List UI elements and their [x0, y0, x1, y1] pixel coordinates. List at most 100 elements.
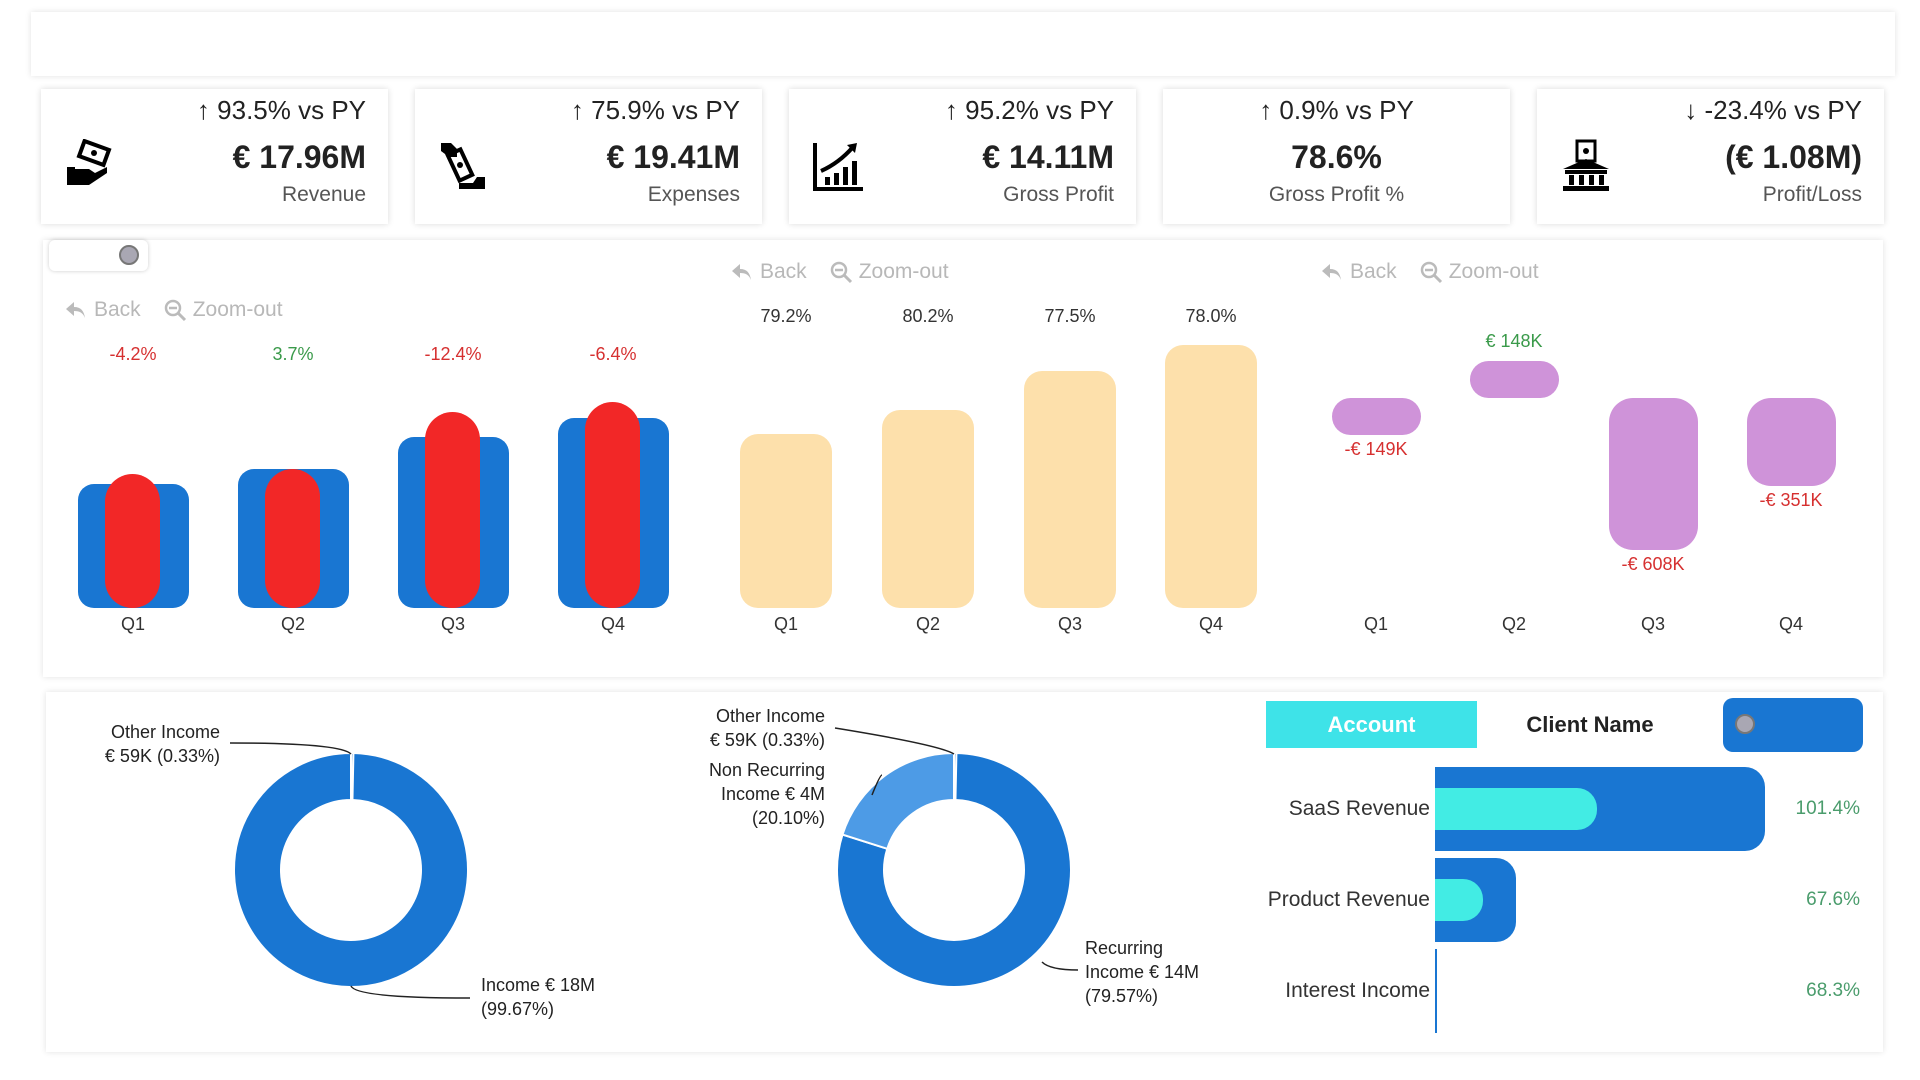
gross-margin-label: 77.5% [1044, 306, 1096, 326]
variance-label: -6.4% [589, 344, 637, 364]
label-line: (99.67%) [481, 999, 555, 1019]
profit-label: -€ 608K [1621, 554, 1685, 574]
axis-label: Q4 [1778, 614, 1804, 634]
leader-line [229, 742, 352, 755]
kpi-value: 78.6% [1291, 139, 1382, 175]
label-line: Other Income [110, 722, 220, 742]
kpi-card-profit-loss: ↓ -23.4% vs PY (€ 1.08M) Profit/Loss [1537, 89, 1884, 224]
kpi-trend: ↑ 75.9% vs PY [570, 95, 740, 125]
label-line: Recurring [1085, 938, 1164, 958]
kpi-trend: ↑ 93.5% vs PY [196, 95, 366, 125]
bar-gross-profit-Q2[interactable] [882, 410, 974, 608]
income-breakdown-panel [46, 692, 1883, 1052]
bank-icon [1559, 139, 1613, 193]
leader-line [834, 727, 955, 755]
variance-label: -12.4% [424, 344, 482, 364]
axis-label: Q2 [280, 614, 306, 634]
donut-data-label: Recurring Income € 14M (79.57%) [1085, 936, 1199, 1008]
kpi-label: Revenue [281, 183, 366, 206]
account-tab[interactable]: Account [1266, 701, 1477, 748]
label-line: Non Recurring [708, 760, 825, 780]
kpi-label: Gross Profit [1003, 183, 1114, 206]
header-bar [31, 12, 1895, 76]
back-button[interactable]: Back [64, 298, 141, 322]
bar-expenses-Q4[interactable] [585, 402, 640, 608]
back-button[interactable]: Back [730, 260, 807, 284]
zoom-out-button[interactable]: Zoom-out [1419, 260, 1539, 284]
axis-label: Q2 [1501, 614, 1527, 634]
bar-expenses-Q1[interactable] [105, 474, 160, 608]
view-toggle[interactable] [49, 240, 148, 271]
label-line: Income € 18M [481, 975, 596, 995]
gross-margin-label: 79.2% [760, 306, 812, 326]
label-line: Income € 14M [1085, 962, 1200, 982]
row-label: Product Revenue [1267, 888, 1430, 911]
row-label: SaaS Revenue [1288, 797, 1430, 820]
profit-label: -€ 149K [1344, 439, 1408, 460]
leader-line [350, 985, 471, 999]
leader-line [1041, 961, 1079, 971]
variance-label: 3.7% [272, 344, 314, 364]
donut-slice[interactable] [841, 751, 955, 851]
zoom-out-button[interactable]: Zoom-out [163, 298, 283, 322]
label-line: € 59K (0.33%) [104, 746, 220, 766]
row-percent: 101.4% [1795, 798, 1860, 819]
kpi-label: Profit/Loss [1762, 183, 1862, 206]
kpi-label: Expenses [647, 183, 740, 206]
bar-gross-profit-Q3[interactable] [1024, 370, 1116, 608]
back-label: Back [94, 298, 141, 321]
kpi-card-gross-profit: ↑ 95.2% vs PY € 14.11M Gross Profit [789, 89, 1136, 224]
axis-label: Q4 [600, 614, 626, 634]
kpi-card-expenses: ↑ 75.9% vs PY € 19.41M Expenses [415, 89, 762, 224]
bar-profit-Q3[interactable] [1609, 398, 1698, 550]
zoom-out-label: Zoom-out [192, 298, 283, 321]
bar-inner-1[interactable] [1435, 879, 1483, 921]
axis-label: Q1 [120, 614, 146, 634]
toggle-knob[interactable] [119, 245, 139, 265]
kpi-trend: ↑ 0.9% vs PY [1259, 95, 1414, 125]
slicer-toggle[interactable] [1723, 698, 1863, 752]
kpi-trend: ↑ 95.2% vs PY [944, 95, 1114, 125]
variance-label: -4.2% [109, 344, 157, 364]
drill-controls: Back Zoom-out [64, 298, 283, 322]
toggle-knob[interactable] [1735, 714, 1755, 734]
back-button[interactable]: Back [1320, 260, 1397, 284]
bar-outer-2[interactable] [1435, 949, 1437, 1033]
bar-profit-Q1[interactable] [1332, 398, 1421, 436]
label-line: (20.10%) [751, 808, 825, 828]
axis-label: Q3 [440, 614, 466, 634]
back-label: Back [760, 260, 807, 283]
bar-gross-profit-Q1[interactable] [740, 433, 832, 608]
axis-label: Q3 [1640, 614, 1666, 634]
donut-slice[interactable] [836, 752, 1072, 988]
kpi-card-gross-profit-: ↑ 0.9% vs PY 78.6% Gross Profit % [1163, 89, 1510, 224]
zoom-out-label: Zoom-out [1448, 260, 1539, 283]
gross-margin-label: 80.2% [902, 306, 954, 326]
kpi-value: € 17.96M [232, 139, 366, 175]
kpi-label: Gross Profit % [1268, 183, 1405, 206]
row-label: Interest Income [1285, 979, 1430, 1002]
bar-gross-profit-Q4[interactable] [1165, 345, 1257, 608]
axis-label: Q1 [773, 614, 799, 634]
donut-slice[interactable] [233, 751, 469, 988]
axis-label: Q4 [1198, 614, 1224, 634]
kpi-trend: ↓ -23.4% vs PY [1684, 95, 1862, 125]
hand-money-icon [63, 138, 117, 193]
client-name-tab[interactable]: Client Name [1526, 711, 1654, 737]
zoom-out-label: Zoom-out [858, 260, 949, 283]
axis-label: Q2 [915, 614, 941, 634]
leader-line [871, 774, 883, 796]
kpi-value: € 14.11M [982, 139, 1114, 175]
bar-profit-Q2[interactable] [1470, 361, 1559, 398]
kpi-card-revenue: ↑ 93.5% vs PY € 17.96M Revenue [41, 89, 388, 224]
bar-expenses-Q3[interactable] [425, 411, 480, 608]
bar-profit-Q4[interactable] [1747, 398, 1836, 486]
bar-expenses-Q2[interactable] [265, 468, 320, 608]
zoom-out-button[interactable]: Zoom-out [829, 260, 949, 284]
bar-inner-0[interactable] [1435, 788, 1597, 830]
label-line: Other Income [715, 706, 825, 726]
label-line: (79.57%) [1085, 986, 1159, 1006]
donut-data-label: Other Income € 59K (0.33%) [0, 720, 220, 768]
